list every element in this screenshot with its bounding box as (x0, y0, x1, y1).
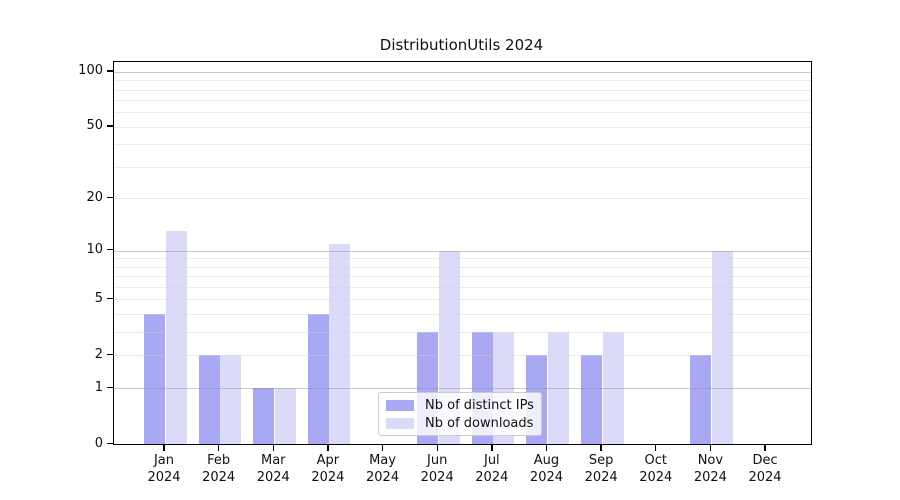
gridline-y-6 (114, 287, 811, 289)
bar-nov-downloads (711, 250, 733, 444)
bar-feb-downloads (220, 355, 242, 444)
bar-aug-downloads (547, 332, 569, 444)
y-tick-mark-50 (107, 125, 113, 127)
x-tick-mark-aug (545, 444, 548, 451)
x-tick-label-oct: Oct 2024 (639, 453, 673, 485)
bar-mar-distinct-ips (253, 388, 275, 444)
y-tick-label-0: 0 (94, 435, 103, 451)
legend-label-distinct-ips: Nb of distinct IPs (425, 397, 534, 413)
gridline-y-7 (114, 276, 811, 278)
x-tick-mark-oct (655, 444, 657, 451)
bar-sep-downloads (602, 332, 624, 444)
x-tick-label-feb: Feb 2024 (202, 453, 236, 485)
x-tick-label-aug: Aug 2024 (529, 453, 564, 485)
gridline-y-3 (114, 332, 811, 334)
x-tick-label-jun: Jun 2024 (420, 453, 454, 485)
y-tick-label-2: 2 (94, 346, 103, 362)
gridline-y-1 (114, 388, 811, 390)
gridline-y-10 (114, 250, 811, 252)
y-tick-label-100: 100 (78, 63, 103, 79)
gridline-y-90 (114, 80, 811, 82)
chart-title: DistributionUtils 2024 (379, 36, 544, 54)
x-tick-label-apr: Apr 2024 (311, 453, 345, 485)
y-tick-label-20: 20 (86, 189, 103, 205)
y-tick-label-10: 10 (86, 242, 103, 258)
legend-swatch-distinct-ips (386, 399, 414, 411)
gridline-y-2 (114, 355, 811, 357)
x-tick-label-nov: Nov 2024 (693, 453, 727, 485)
legend-item-distinct-ips: Nb of distinct IPs (386, 398, 541, 413)
x-tick-mark-may (381, 444, 384, 451)
gridline-y-4 (114, 314, 811, 316)
gridline-y-8 (114, 266, 811, 268)
y-tick-mark-2 (107, 353, 113, 356)
x-tick-label-jul: Jul 2024 (475, 453, 509, 485)
legend-item-downloads: Nb of downloads (386, 416, 541, 431)
x-tick-mark-apr (327, 444, 329, 451)
y-tick-mark-0 (107, 442, 113, 444)
gridline-y-70 (114, 100, 811, 102)
x-tick-label-sep: Sep 2024 (584, 453, 618, 485)
bar-nov-distinct-ips (690, 355, 712, 444)
gridline-y-100 (114, 71, 811, 73)
legend: Nb of distinct IPs Nb of downloads (378, 392, 542, 436)
plot-area (113, 61, 812, 445)
x-tick-mark-sep (600, 444, 602, 451)
y-tick-mark-100 (107, 70, 113, 72)
gridline-y-30 (114, 167, 811, 169)
gridline-y-50 (114, 126, 811, 128)
x-tick-label-jan: Jan 2024 (147, 453, 181, 485)
x-tick-label-dec: Dec 2024 (748, 453, 782, 485)
x-tick-mark-jun (436, 444, 438, 451)
gridline-y-60 (114, 112, 811, 114)
y-tick-mark-20 (107, 196, 113, 199)
x-tick-mark-mar (272, 444, 274, 451)
gridline-y-20 (114, 198, 811, 200)
bar-feb-distinct-ips (198, 355, 220, 444)
gridline-y-40 (114, 144, 811, 146)
x-tick-mark-jan (163, 444, 165, 451)
bar-sep-distinct-ips (581, 355, 603, 444)
y-tick-mark-1 (107, 386, 113, 388)
gridline-y-5 (114, 299, 811, 301)
legend-label-downloads: Nb of downloads (425, 415, 534, 431)
bar-jan-distinct-ips (144, 314, 165, 444)
bar-mar-downloads (274, 388, 296, 444)
bar-apr-downloads (329, 243, 351, 444)
bar-apr-distinct-ips (307, 314, 329, 444)
x-tick-mark-dec (764, 444, 766, 451)
gridline-y-9 (114, 258, 811, 260)
bar-jan-downloads (165, 231, 187, 444)
x-tick-mark-nov (709, 444, 712, 451)
legend-swatch-downloads (386, 417, 414, 429)
x-tick-label-may: May 2024 (366, 453, 400, 485)
gridline-y-80 (114, 89, 811, 91)
y-tick-label-1: 1 (94, 379, 103, 395)
y-tick-mark-10 (107, 249, 113, 251)
x-tick-label-mar: Mar 2024 (256, 453, 290, 485)
x-tick-mark-jul (491, 444, 493, 451)
y-tick-mark-5 (107, 297, 113, 300)
x-tick-mark-feb (217, 444, 220, 451)
y-tick-label-5: 5 (94, 290, 103, 306)
y-tick-label-50: 50 (86, 118, 103, 134)
